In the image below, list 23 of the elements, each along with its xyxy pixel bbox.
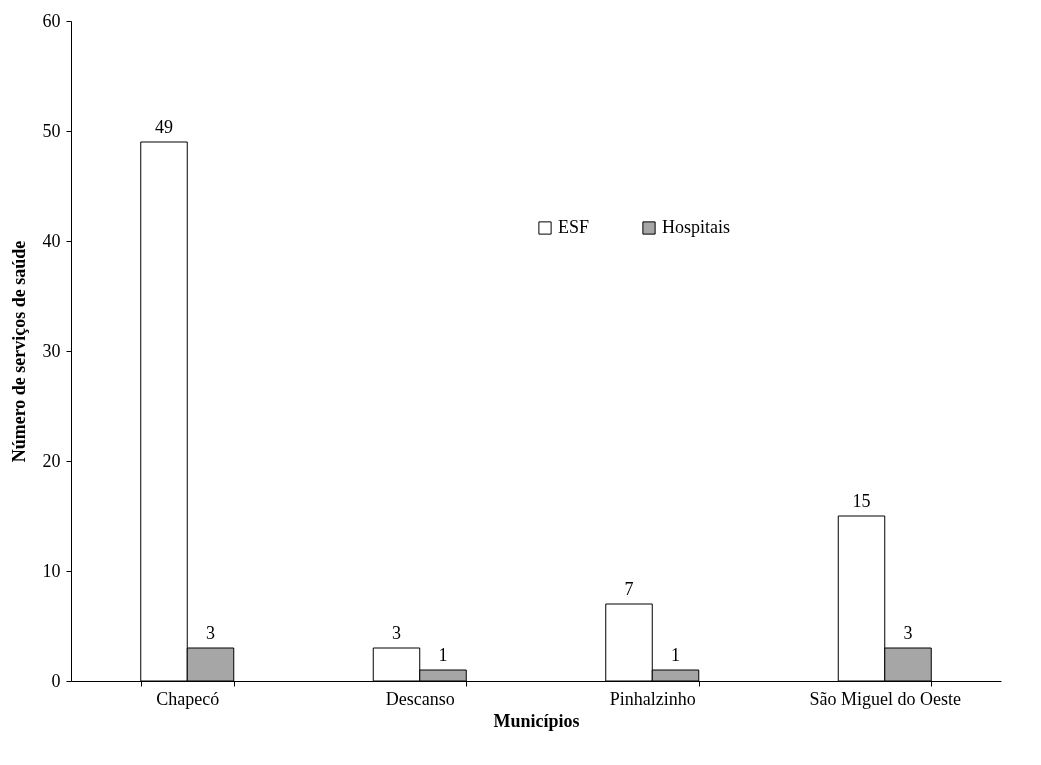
legend-label: ESF (558, 217, 590, 237)
x-tick-label: Descanso (385, 688, 455, 709)
y-axis-title: Número de serviços de saúde (8, 240, 29, 463)
y-tick-label: 40 (42, 230, 61, 251)
y-tick-label: 30 (42, 340, 61, 361)
x-tick-label: São Miguel do Oeste (809, 688, 961, 709)
data-label: 3 (903, 623, 913, 643)
x-tick-label: Chapecó (156, 688, 220, 709)
data-label: 7 (624, 579, 634, 599)
data-label: 3 (392, 623, 401, 643)
data-label: 49 (155, 117, 173, 137)
legend-label: Hospitais (662, 217, 731, 237)
y-tick-label: 10 (42, 560, 61, 581)
data-label: 1 (438, 645, 448, 665)
y-tick-label: 20 (42, 450, 61, 471)
data-label: 1 (671, 645, 680, 665)
data-label: 15 (852, 491, 871, 511)
x-tick-label: Pinhalzinho (609, 688, 696, 709)
y-tick-label: 50 (42, 120, 61, 141)
x-axis-title: Municípios (493, 710, 580, 731)
data-label: 3 (206, 623, 215, 643)
y-tick-label: 60 (42, 10, 61, 31)
y-tick-label: 0 (51, 670, 61, 691)
